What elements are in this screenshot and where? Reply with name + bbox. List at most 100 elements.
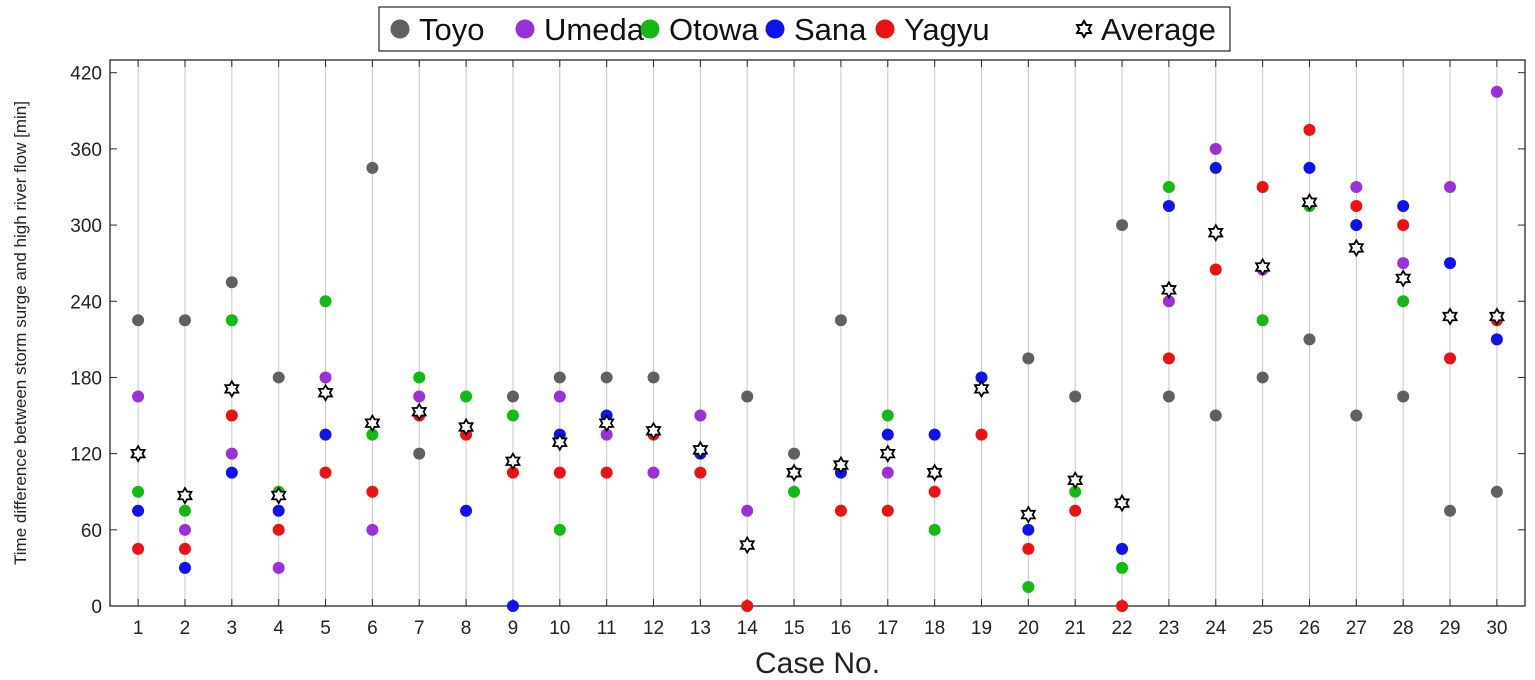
x-axis: 1 2 3 4 5 6 7 8 9 10 11 12 13 14 15 16 17 18 19 20 21 22 23 24 2…: [133, 60, 1507, 639]
point-average-15: [786, 463, 803, 482]
point-sana-28: [1397, 200, 1410, 213]
legend-item-average: Average: [1075, 12, 1216, 47]
point-toyo-3: [225, 276, 238, 289]
y-tick-label-60: 60: [81, 521, 102, 542]
legend-label-toyo: Toyo: [419, 12, 484, 47]
point-yagyu-18: [928, 485, 941, 498]
point-umeda-3: [225, 447, 238, 460]
x-tick-label-3: 3: [227, 618, 238, 639]
x-tick-label-9: 9: [508, 618, 519, 639]
point-yagyu-17: [881, 504, 894, 517]
point-average-12: [645, 421, 662, 441]
y-axis-label: Time difference between storm surge and …: [11, 101, 30, 565]
series-sana: [132, 161, 1503, 612]
point-toyo-22: [1116, 219, 1129, 232]
point-toyo-14: [741, 390, 754, 403]
legend: Toyo Umeda Otowa Sana Yagyu Average: [378, 6, 1231, 52]
point-otowa-6: [366, 428, 379, 441]
x-tick-label-25: 25: [1252, 618, 1273, 639]
point-umeda-17: [881, 466, 894, 479]
point-yagyu-26: [1303, 123, 1316, 136]
x-tick-label-12: 12: [643, 618, 664, 639]
point-average-17: [879, 444, 896, 463]
point-average-7: [411, 402, 428, 422]
point-average-16: [832, 455, 849, 475]
point-average-20: [1020, 505, 1037, 524]
point-toyo-1: [132, 314, 145, 327]
point-sana-5: [319, 428, 332, 441]
x-tick-label-27: 27: [1346, 618, 1367, 639]
x-tick-label-20: 20: [1018, 618, 1039, 639]
x-tick-label-22: 22: [1111, 618, 1132, 639]
point-sana-18: [928, 428, 941, 441]
point-umeda-4: [272, 561, 285, 574]
point-otowa-28: [1397, 295, 1410, 308]
point-otowa-5: [319, 295, 332, 308]
x-tick-label-1: 1: [133, 618, 144, 639]
series-otowa: [132, 180, 1410, 593]
point-sana-23: [1162, 200, 1175, 213]
series-average: [130, 192, 1505, 555]
point-toyo-24: [1209, 409, 1222, 422]
point-yagyu-23: [1162, 352, 1175, 365]
point-otowa-2: [178, 504, 191, 517]
legend-item-toyo: Toyo: [390, 12, 484, 47]
series-toyo: [132, 161, 1503, 517]
x-tick-label-2: 2: [180, 618, 191, 639]
point-toyo-4: [272, 371, 285, 384]
point-umeda-6: [366, 523, 379, 536]
point-umeda-13: [694, 409, 707, 422]
point-average-2: [176, 486, 194, 505]
point-yagyu-5: [319, 466, 332, 479]
x-tick-label-30: 30: [1486, 618, 1507, 639]
point-average-1: [130, 444, 147, 463]
series-umeda: [132, 85, 1503, 574]
point-sana-2: [178, 561, 191, 574]
x-tick-label-24: 24: [1205, 618, 1227, 639]
point-sana-4: [272, 504, 285, 517]
x-tick-label-10: 10: [549, 618, 570, 639]
point-average-22: [1114, 493, 1131, 513]
legend-marker-umeda: [515, 19, 535, 39]
point-sana-19: [975, 371, 988, 384]
point-average-30: [1488, 307, 1505, 326]
point-sana-17: [881, 428, 894, 441]
point-umeda-2: [178, 523, 191, 536]
point-sana-29: [1444, 257, 1457, 270]
point-umeda-12: [647, 466, 660, 479]
point-average-5: [317, 383, 334, 402]
point-toyo-6: [366, 161, 379, 174]
point-yagyu-9: [506, 466, 519, 479]
legend-label-yagyu: Yagyu: [904, 12, 990, 47]
point-otowa-9: [506, 409, 519, 422]
point-yagyu-25: [1256, 180, 1269, 193]
point-sana-30: [1490, 333, 1503, 346]
point-otowa-23: [1162, 180, 1175, 193]
point-toyo-10: [553, 371, 566, 384]
x-tick-label-29: 29: [1439, 618, 1460, 639]
point-sana-1: [132, 504, 145, 517]
point-average-8: [458, 417, 475, 437]
point-average-14: [739, 535, 756, 555]
x-tick-label-6: 6: [367, 618, 378, 639]
point-average-10: [551, 432, 568, 452]
x-tick-label-14: 14: [737, 618, 759, 639]
x-tick-label-11: 11: [597, 618, 617, 639]
point-yagyu-20: [1022, 542, 1035, 555]
point-average-11: [598, 413, 615, 433]
x-tick-label-18: 18: [924, 618, 945, 639]
point-average-18: [926, 463, 943, 482]
point-average-21: [1067, 470, 1084, 490]
point-toyo-26: [1303, 333, 1316, 346]
point-sana-3: [225, 466, 238, 479]
point-otowa-7: [413, 371, 426, 384]
point-average-25: [1254, 257, 1271, 277]
point-sana-24: [1209, 161, 1222, 174]
point-average-3: [223, 379, 240, 399]
point-yagyu-1: [132, 542, 145, 555]
point-umeda-28: [1397, 257, 1410, 270]
y-tick-label-420: 420: [70, 64, 102, 85]
point-umeda-1: [132, 390, 145, 403]
point-toyo-15: [788, 447, 801, 460]
